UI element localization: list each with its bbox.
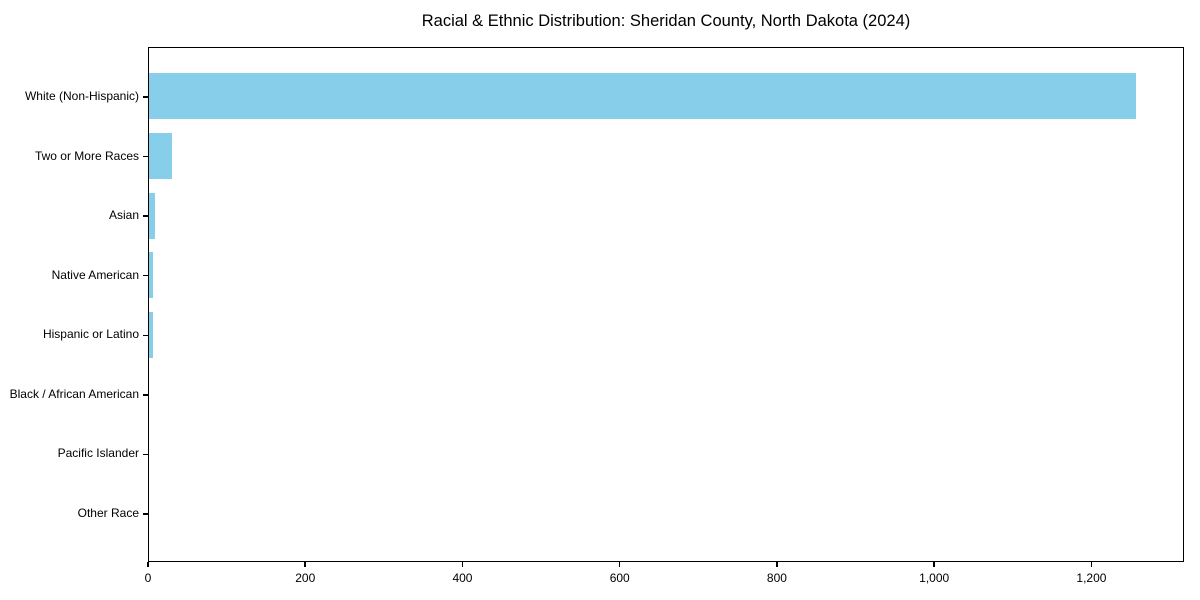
x-tick-mark <box>933 562 935 567</box>
plot-area <box>148 47 1184 562</box>
y-tick-mark <box>143 334 148 337</box>
bar-hispanic-or-latino <box>149 311 153 358</box>
y-tick-mark <box>143 215 148 217</box>
y-tick-label-asian: Asian <box>108 208 139 223</box>
x-tick-mark <box>461 562 464 567</box>
y-tick-label-black-african-american: Black / African American <box>9 386 139 401</box>
y-tick-label-hispanic-or-latino: Hispanic or Latino <box>42 327 139 342</box>
bar-asian <box>149 192 156 239</box>
x-tick-label-200: 200 <box>295 571 316 585</box>
bar-two-or-more-races <box>149 132 172 179</box>
y-tick-mark <box>143 394 148 396</box>
y-tick-mark <box>143 453 148 456</box>
x-tick-label-1000: 1,000 <box>919 571 950 585</box>
x-tick-mark <box>776 562 778 567</box>
y-tick-mark <box>143 513 148 515</box>
y-tick-mark <box>143 155 148 158</box>
x-tick-mark <box>618 562 621 567</box>
bar-white-non-hispanic <box>149 73 1136 120</box>
y-tick-label-other-race: Other Race <box>77 506 139 520</box>
y-tick-label-pacific-islander: Pacific Islander <box>57 446 139 461</box>
y-tick-mark <box>143 96 148 98</box>
x-tick-label-800: 800 <box>766 571 787 585</box>
x-tick-mark <box>1090 562 1093 567</box>
x-tick-label-400: 400 <box>452 571 473 585</box>
x-tick-mark <box>147 562 149 567</box>
x-tick-mark <box>304 562 306 567</box>
x-tick-label-600: 600 <box>609 571 630 585</box>
bar-native-american <box>149 252 153 299</box>
x-tick-label-1200: 1,200 <box>1076 571 1107 585</box>
y-tick-label-white-non-hispanic: White (Non-Hispanic) <box>24 89 139 103</box>
x-tick-label-0: 0 <box>144 571 152 585</box>
y-tick-label-native-american: Native American <box>51 267 139 282</box>
chart-title: Racial & Ethnic Distribution: Sheridan C… <box>421 12 911 30</box>
y-tick-mark <box>143 274 148 277</box>
y-tick-label-two-or-more-races: Two or More Races <box>34 148 139 163</box>
